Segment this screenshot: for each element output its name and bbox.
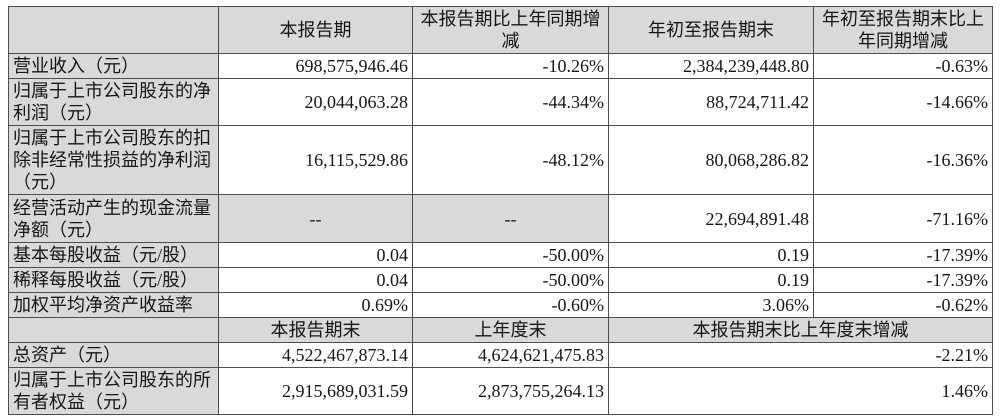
header-ytd-yoy: 年初至报告期末比上年同期增减 xyxy=(813,6,993,54)
row-net-profit: 归属于上市公司股东的净利润（元） 20,044,063.28 -44.34% 8… xyxy=(8,78,993,126)
value-current-period-yoy: -50.00% xyxy=(412,242,609,268)
row-equity-attributable: 归属于上市公司股东的所有者权益（元） 2,915,689,031.59 2,87… xyxy=(8,367,993,415)
value-current-period-yoy: -48.12% xyxy=(412,125,609,195)
value-ytd-yoy: -14.66% xyxy=(813,78,993,126)
metric-label: 稀释每股收益（元/股） xyxy=(8,267,219,293)
value-ytd-yoy: -17.39% xyxy=(813,267,993,293)
row-weighted-avg-roe: 加权平均净资产收益率 0.69% -0.60% 3.06% -0.62% xyxy=(8,292,993,318)
metric-label: 营业收入（元） xyxy=(8,53,219,79)
metric-label: 加权平均净资产收益率 xyxy=(8,292,219,318)
row-net-profit-excl-nonrecurring: 归属于上市公司股东的扣除非经常性损益的净利润（元） 16,115,529.86 … xyxy=(8,125,993,195)
metric-label: 归属于上市公司股东的所有者权益（元） xyxy=(8,367,219,415)
value-current-period: 0.04 xyxy=(218,267,413,293)
value-ytd-yoy: -16.36% xyxy=(813,125,993,195)
value-current-period-yoy: -0.60% xyxy=(412,292,609,318)
value-prior-year-end: 2,873,755,264.13 xyxy=(412,367,609,415)
value-ytd-yoy: -0.63% xyxy=(813,53,993,79)
metric-label: 经营活动产生的现金流量净额（元） xyxy=(8,194,219,243)
value-current-period: 0.04 xyxy=(218,242,413,268)
value-ytd: 22,694,891.48 xyxy=(608,194,814,243)
metric-label: 归属于上市公司股东的净利润（元） xyxy=(8,78,219,126)
value-ytd: 3.06% xyxy=(608,292,814,318)
value-period-end: 4,522,467,873.14 xyxy=(218,342,413,368)
value-ytd-yoy: -71.16% xyxy=(813,194,993,243)
header-row-mid: 本报告期末 上年度末 本报告期末比上年度末增减 xyxy=(8,317,993,343)
value-current-period: 16,115,529.86 xyxy=(218,125,413,195)
value-ytd: 0.19 xyxy=(608,242,814,268)
metric-label: 总资产（元） xyxy=(8,342,219,368)
header-prior-year-end: 上年度末 xyxy=(412,317,609,343)
metric-label: 归属于上市公司股东的扣除非经常性损益的净利润（元） xyxy=(8,125,219,195)
value-ytd: 88,724,711.42 xyxy=(608,78,814,126)
metric-label: 基本每股收益（元/股） xyxy=(8,242,219,268)
value-current-period: -- xyxy=(218,194,413,243)
header-corner-cell xyxy=(8,317,219,343)
value-period-end: 2,915,689,031.59 xyxy=(218,367,413,415)
value-ytd-yoy: -17.39% xyxy=(813,242,993,268)
value-current-period-yoy: -10.26% xyxy=(412,53,609,79)
row-diluted-eps: 稀释每股收益（元/股） 0.04 -50.00% 0.19 -17.39% xyxy=(8,267,993,293)
value-current-period-yoy: -50.00% xyxy=(412,267,609,293)
header-row-top: 本报告期 本报告期比上年同期增减 年初至报告期末 年初至报告期末比上年同期增减 xyxy=(8,6,993,54)
value-ytd: 0.19 xyxy=(608,267,814,293)
value-ytd-yoy: -0.62% xyxy=(813,292,993,318)
value-ytd: 2,384,239,448.80 xyxy=(608,53,814,79)
header-ytd: 年初至报告期末 xyxy=(608,6,814,54)
value-change: 1.46% xyxy=(608,367,993,415)
header-period-end-change: 本报告期末比上年度末增减 xyxy=(608,317,993,343)
value-change: -2.21% xyxy=(608,342,993,368)
value-current-period: 20,044,063.28 xyxy=(218,78,413,126)
value-current-period: 698,575,946.46 xyxy=(218,53,413,79)
value-current-period-yoy: -44.34% xyxy=(412,78,609,126)
value-current-period: 0.69% xyxy=(218,292,413,318)
header-current-period: 本报告期 xyxy=(218,6,413,54)
row-operating-revenue: 营业收入（元） 698,575,946.46 -10.26% 2,384,239… xyxy=(8,53,993,79)
value-current-period-yoy: -- xyxy=(412,194,609,243)
header-period-end: 本报告期末 xyxy=(218,317,413,343)
row-total-assets: 总资产（元） 4,522,467,873.14 4,624,621,475.83… xyxy=(8,342,993,368)
row-operating-cash-flow: 经营活动产生的现金流量净额（元） -- -- 22,694,891.48 -71… xyxy=(8,194,993,243)
value-prior-year-end: 4,624,621,475.83 xyxy=(412,342,609,368)
financial-summary-table: 本报告期 本报告期比上年同期增减 年初至报告期末 年初至报告期末比上年同期增减 … xyxy=(8,6,993,415)
header-current-period-yoy: 本报告期比上年同期增减 xyxy=(412,6,609,54)
value-ytd: 80,068,286.82 xyxy=(608,125,814,195)
header-corner-cell xyxy=(8,6,219,54)
row-basic-eps: 基本每股收益（元/股） 0.04 -50.00% 0.19 -17.39% xyxy=(8,242,993,268)
